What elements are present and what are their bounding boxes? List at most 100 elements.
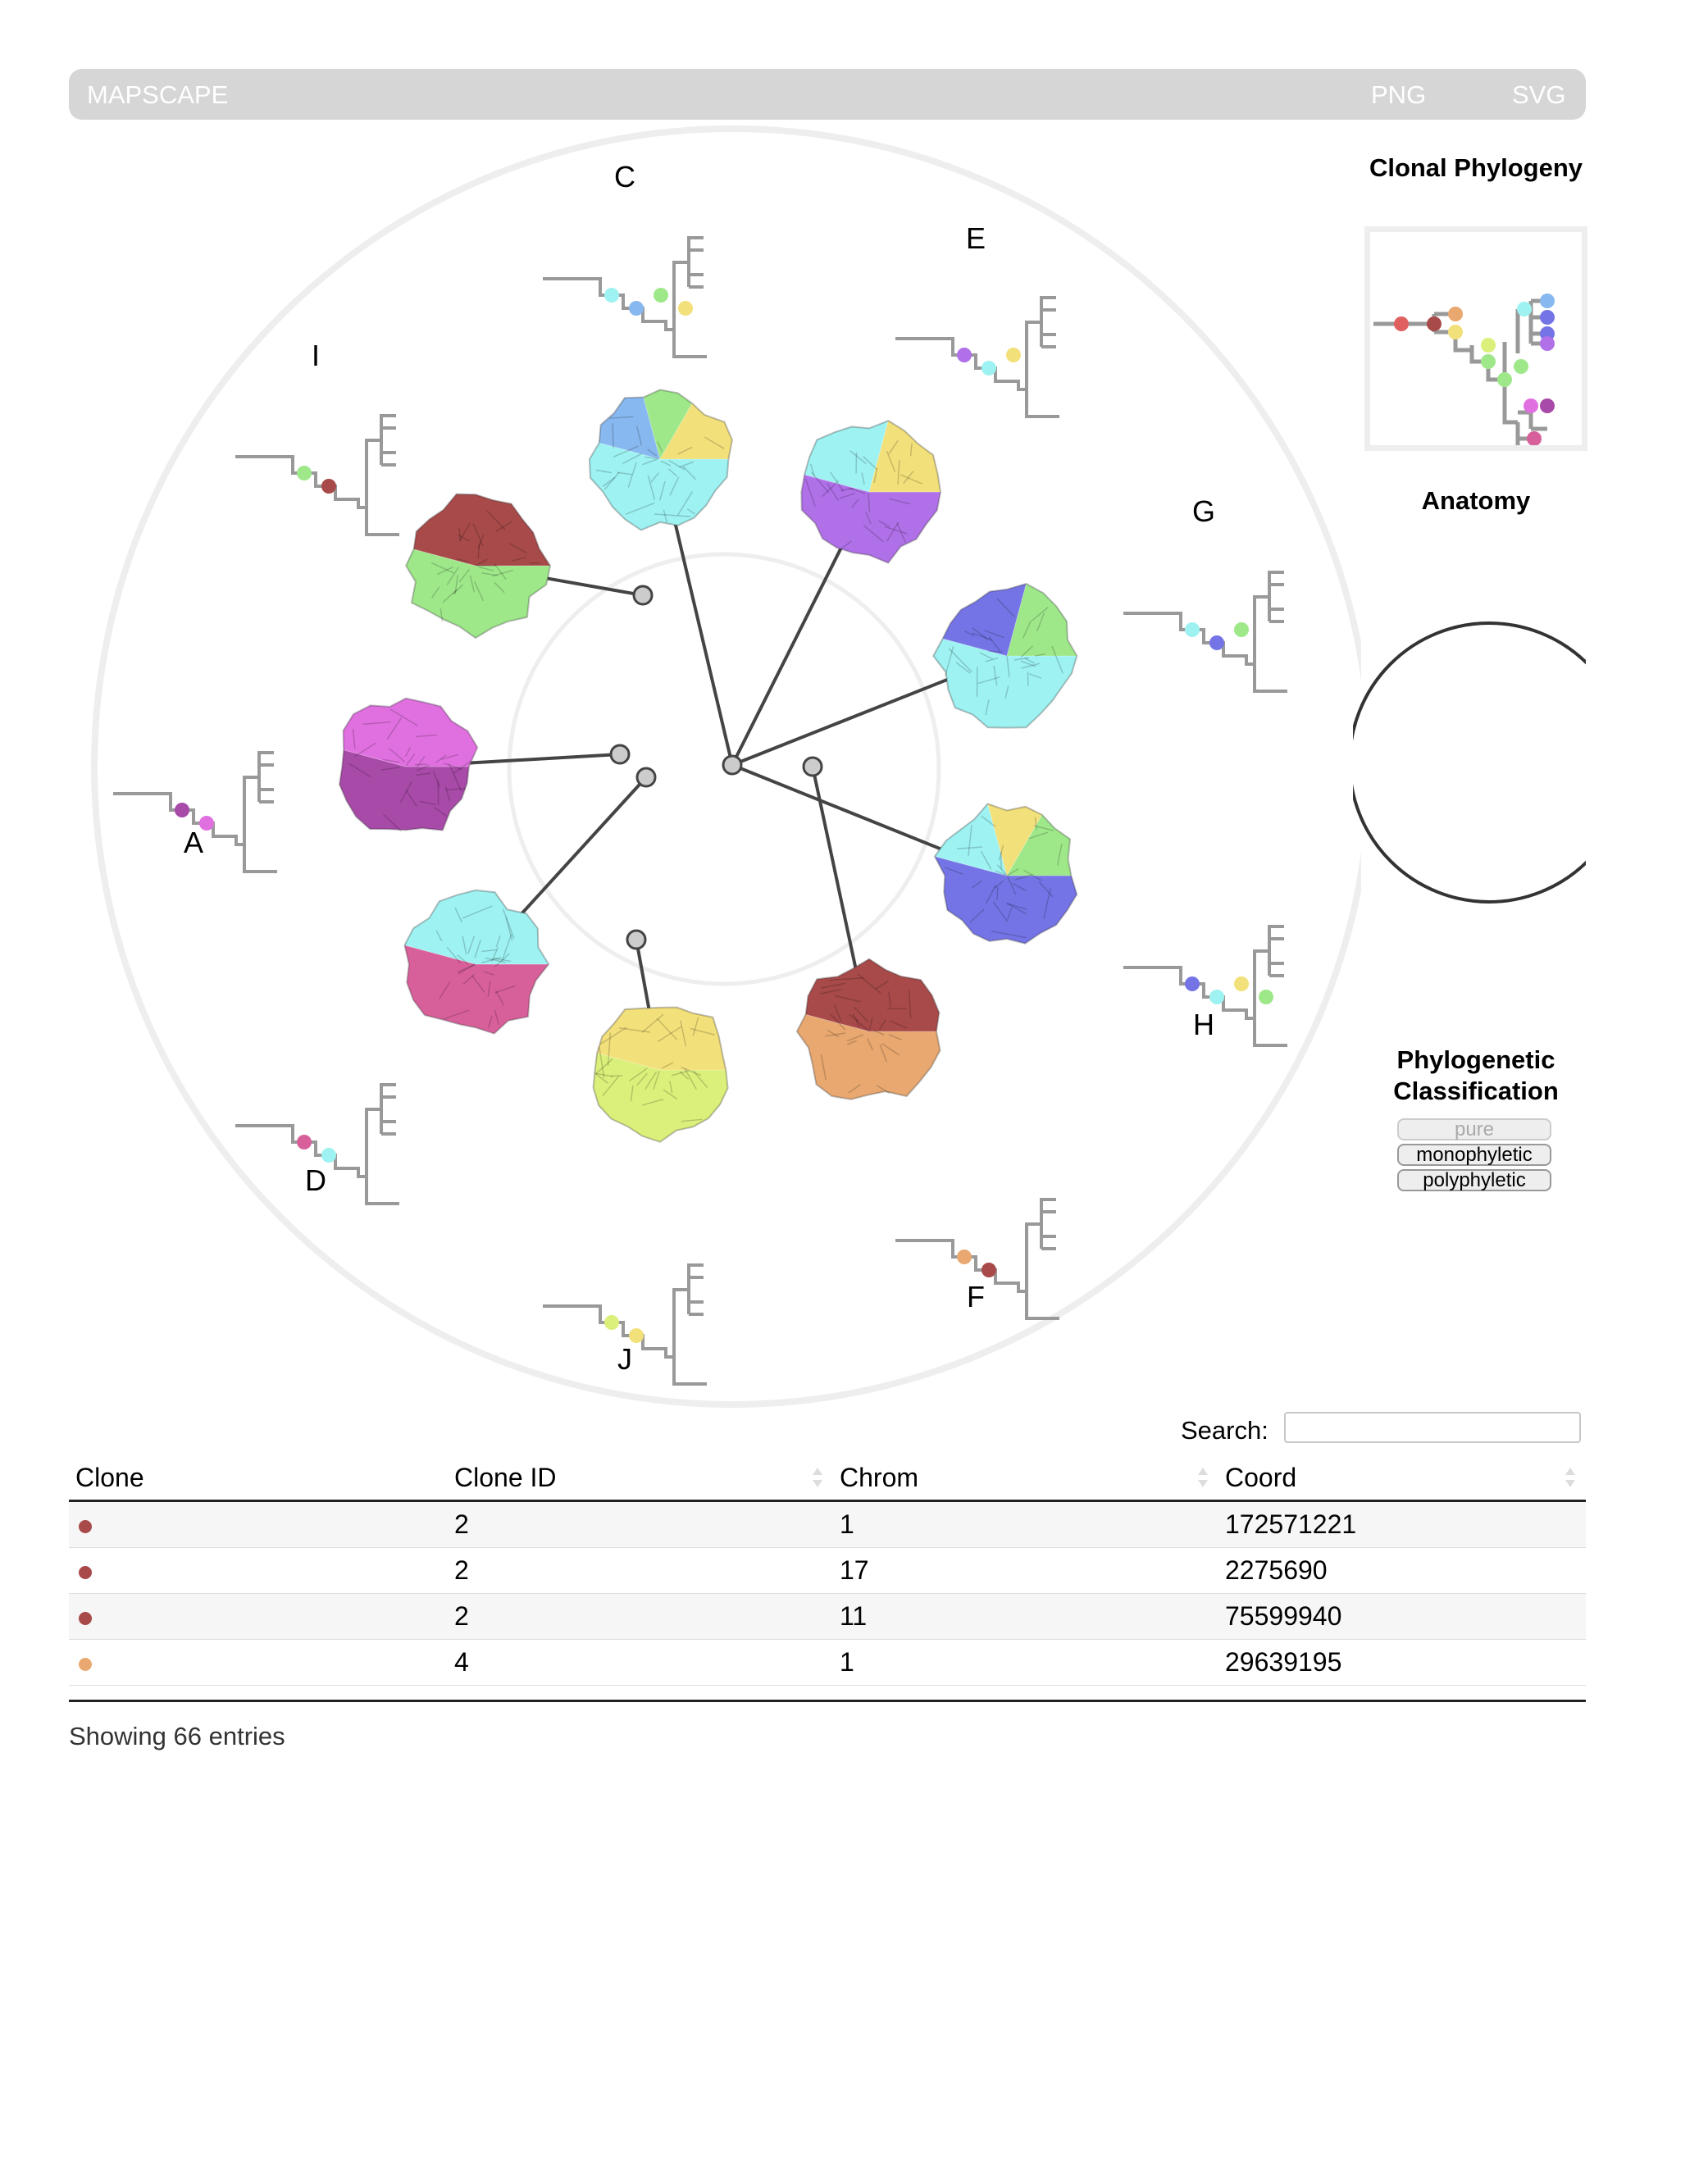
- table-header-row: Clone Clone ID Chrom Coord: [69, 1455, 1586, 1502]
- clonal-phylogeny-panel: [1364, 226, 1587, 451]
- sample-link-line: [811, 766, 859, 976]
- sample-cluster-I[interactable]: [404, 493, 552, 640]
- column-header-coord[interactable]: Coord: [1218, 1455, 1586, 1502]
- tree-node-dot: [654, 288, 668, 303]
- coord-cell: 172571221: [1218, 1500, 1586, 1548]
- tree-link-node[interactable]: [609, 744, 631, 765]
- sort-icon: [1198, 1468, 1208, 1487]
- clone-id-cell: 4: [448, 1639, 833, 1686]
- node-layer: [609, 585, 823, 950]
- download-svg-button[interactable]: SVG: [1512, 80, 1566, 109]
- download-png-button[interactable]: PNG: [1371, 80, 1427, 109]
- sample-label: H: [1193, 1008, 1214, 1041]
- sample-cluster-H[interactable]: [933, 803, 1078, 945]
- phylogenetic-classification-title: Phylogenetic Classification: [1393, 1045, 1559, 1105]
- tree-node-dot: [1185, 976, 1200, 991]
- tree-node-dot: [982, 361, 996, 376]
- tree-node-dot: [1185, 622, 1200, 637]
- chrom-cell: 1: [833, 1500, 1218, 1548]
- sample-link-line: [731, 675, 954, 767]
- tree-node-dot: [604, 288, 619, 303]
- app-title: MAPSCAPE: [87, 80, 229, 109]
- sort-icon: [813, 1468, 822, 1487]
- tree-node-dot: [297, 466, 312, 480]
- tree-node-dot: [1259, 990, 1273, 1004]
- tree-link-node[interactable]: [626, 929, 647, 950]
- sort-icon: [1565, 1468, 1575, 1487]
- sample-tree-C: [543, 236, 707, 358]
- clonal-phylogeny-tree: [1373, 294, 1555, 446]
- column-header-clone-id[interactable]: Clone ID: [448, 1455, 833, 1502]
- column-header-chrom[interactable]: Chrom: [833, 1455, 1218, 1502]
- sample-link-line: [462, 753, 621, 765]
- label-layer: C E G H F J D A I: [184, 160, 1215, 1376]
- tree-node-dot: [1234, 622, 1249, 637]
- tree-node-dot: [1209, 990, 1224, 1004]
- tree-node-dot: [957, 348, 972, 362]
- clonal-phylogeny-title: Clonal Phylogeny: [1369, 153, 1583, 182]
- clone-id-cell: 2: [448, 1547, 833, 1594]
- column-header-label: Coord: [1225, 1462, 1297, 1492]
- chrom-cell: 17: [833, 1547, 1218, 1594]
- tree-node-dot: [957, 1250, 972, 1264]
- tree-link-node[interactable]: [722, 754, 743, 776]
- link-layer: [462, 514, 954, 1014]
- table-row[interactable]: 2 11 75599940: [69, 1593, 1586, 1640]
- tree-node-dot: [604, 1315, 619, 1330]
- classification-polyphyletic-button[interactable]: polyphyletic: [1397, 1169, 1551, 1191]
- sample-tree-F: [895, 1198, 1059, 1320]
- sample-cluster-A[interactable]: [338, 697, 479, 832]
- table-row[interactable]: 4 1 29639195: [69, 1639, 1586, 1686]
- mutations-table: Clone Clone ID Chrom Coord 2 1 172571221…: [69, 1455, 1586, 1686]
- mutations-table-container[interactable]: Clone Clone ID Chrom Coord 2 1 172571221…: [69, 1455, 1586, 1702]
- tree-layer: [113, 236, 1287, 1386]
- clone-cell: [69, 1547, 448, 1594]
- search-input[interactable]: [1284, 1412, 1581, 1443]
- sample-cluster-E[interactable]: [800, 420, 942, 564]
- tree-link-node[interactable]: [802, 756, 823, 777]
- search-label: Search:: [1181, 1416, 1268, 1445]
- outer-ring: [91, 125, 1361, 1408]
- column-header-label: Clone: [75, 1462, 144, 1492]
- sample-tree-E: [895, 296, 1059, 418]
- sample-cluster-J[interactable]: [592, 1006, 729, 1143]
- clone-color-dot: [79, 1657, 92, 1671]
- tree-node-dot: [297, 1135, 312, 1149]
- chrom-cell: 11: [833, 1593, 1218, 1640]
- column-header-clone[interactable]: Clone: [69, 1455, 448, 1502]
- coord-cell: 2275690: [1218, 1547, 1586, 1594]
- sample-cluster-D[interactable]: [403, 889, 550, 1035]
- sample-cluster-F[interactable]: [795, 958, 941, 1100]
- sample-tree-J: [543, 1263, 707, 1386]
- sample-link-line: [635, 939, 652, 1014]
- tree-node-dot: [629, 301, 644, 316]
- tree-node-dot: [175, 803, 189, 817]
- coord-cell: 75599940: [1218, 1593, 1586, 1640]
- tree-node-dot: [1006, 348, 1021, 362]
- tree-link-node[interactable]: [635, 767, 657, 788]
- classification-monophyletic-button[interactable]: monophyletic: [1397, 1144, 1551, 1166]
- tree-node-dot: [1209, 635, 1224, 650]
- sample-label: D: [305, 1163, 326, 1197]
- tree-node-dot: [199, 816, 214, 831]
- column-header-label: Chrom: [840, 1462, 919, 1492]
- table-row[interactable]: 2 17 2275690: [69, 1547, 1586, 1594]
- sample-label: A: [184, 826, 203, 859]
- clone-cell: [69, 1593, 448, 1640]
- sample-label: E: [966, 221, 986, 255]
- clone-cell: [69, 1639, 448, 1686]
- anatomy-title: Anatomy: [1421, 486, 1531, 515]
- sample-link-line: [731, 542, 845, 766]
- tree-link-node[interactable]: [632, 585, 654, 606]
- sample-link-line: [731, 763, 954, 856]
- sample-tree-H: [1123, 925, 1287, 1047]
- classification-pure-button[interactable]: pure: [1397, 1118, 1551, 1140]
- sample-cluster-G[interactable]: [932, 582, 1078, 729]
- tree-node-dot: [678, 301, 693, 316]
- sample-label: C: [614, 160, 635, 193]
- sample-cluster-C[interactable]: [588, 389, 733, 531]
- table-row[interactable]: 2 1 172571221: [69, 1500, 1586, 1548]
- tree-node-dot: [1234, 976, 1249, 991]
- column-header-label: Clone ID: [454, 1462, 557, 1492]
- inner-ring: [507, 552, 941, 986]
